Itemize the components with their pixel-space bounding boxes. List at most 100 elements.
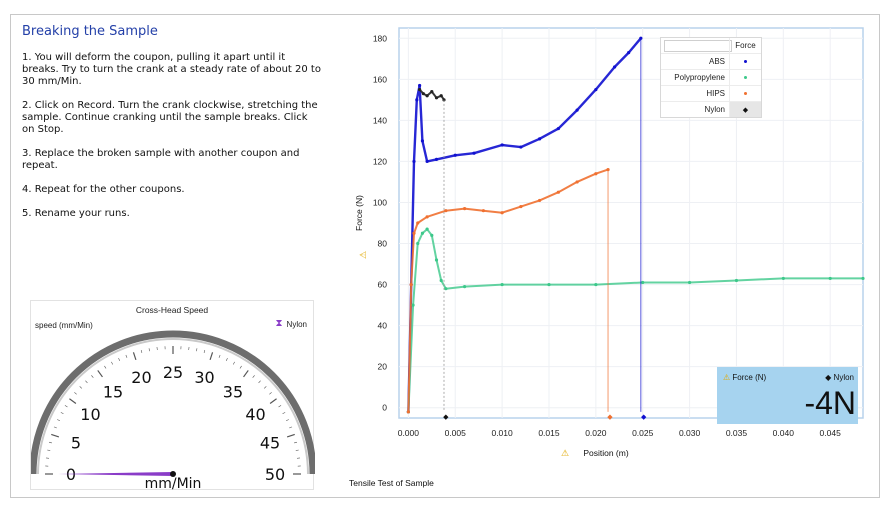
x-tick-label: 0.015 (538, 428, 560, 438)
gauge-tick (85, 380, 88, 384)
force-digits-meter[interactable]: ⚠ Force (N) ◆ Nylon -4N (717, 367, 858, 424)
data-point (687, 280, 692, 285)
data-point (453, 153, 457, 157)
dot-icon (744, 76, 747, 79)
gauge-tick (225, 358, 228, 362)
data-point (538, 137, 542, 141)
legend-item-nylon[interactable]: Nylon ◆ (661, 101, 761, 117)
gauge-series-label: Nylon (286, 319, 307, 329)
gauge-tick (104, 365, 107, 369)
meter-value: -4N (804, 385, 856, 421)
meter-series-text: Nylon (833, 373, 854, 382)
data-point (418, 87, 422, 92)
gauge-tick (289, 426, 293, 429)
legend-header-row: Force (661, 38, 761, 53)
data-point (828, 276, 832, 281)
legend-marker (729, 54, 761, 69)
app-frame (10, 14, 880, 498)
data-point (500, 143, 504, 147)
gauge-tick (69, 398, 77, 404)
gauge-tick (148, 348, 150, 352)
legend-header: Force (729, 38, 761, 53)
gauge-tick (48, 441, 53, 444)
legend-item-label: HIPS (706, 89, 725, 98)
data-point (416, 241, 420, 246)
warning-icon: ⚠ (723, 373, 731, 382)
gauge-tick (286, 433, 295, 438)
warning-icon: ⚠ (359, 251, 369, 259)
gauge-tick (47, 449, 51, 451)
gauge-tick (64, 405, 68, 408)
data-point (434, 96, 439, 100)
data-point (411, 303, 415, 307)
data-point (434, 258, 439, 262)
meter-label-text: Force (N) (732, 373, 767, 382)
legend-item-label: Polypropylene (674, 73, 725, 82)
y-tick-label: 160 (373, 74, 387, 84)
step-5: 5. Rename your runs. (22, 208, 130, 219)
data-point (594, 282, 598, 287)
x-tick-label: 0.000 (398, 428, 420, 438)
x-tick-label: 0.005 (445, 428, 467, 438)
data-point (439, 278, 443, 283)
legend-item-label: ABS (708, 57, 725, 66)
data-point (481, 209, 485, 213)
x-tick-label: 0.020 (585, 428, 607, 438)
data-point (519, 145, 523, 149)
data-point (547, 282, 551, 287)
gauge-tick-label: 15 (103, 382, 123, 401)
data-point (556, 190, 560, 194)
speed-gauge-panel[interactable]: 0 5 10 15 20 25 30 35 40 45 50 mm/Min Cross-Head Sp… (30, 300, 315, 491)
legend-item-hips[interactable]: HIPS (661, 85, 761, 101)
gauge-hub (170, 471, 176, 477)
step-1: 1. You will deform the coupon, pulling i… (22, 52, 321, 87)
data-point (444, 209, 448, 213)
data-point (425, 94, 429, 98)
diamond-icon: ◆ (742, 106, 749, 114)
gauge-tick (125, 354, 128, 358)
chart-legend[interactable]: Force ABS Polypropylene HIPS Nylon ◆ (660, 37, 762, 118)
data-point (406, 410, 410, 414)
gauge-legend: ⧗ Nylon (276, 319, 307, 329)
gauge-tick (282, 412, 286, 415)
data-point (734, 278, 739, 283)
legend-item-label: Nylon (704, 105, 725, 114)
data-point (594, 87, 598, 92)
x-tick-label: 0.045 (820, 428, 842, 438)
gauge-tick (132, 352, 137, 361)
x-tick-label: 0.040 (773, 428, 795, 438)
meter-label: ⚠ Force (N) (723, 373, 766, 382)
dot-icon (744, 60, 747, 63)
legend-item-abs[interactable]: ABS (661, 53, 761, 69)
y-tick-label: 80 (378, 239, 388, 249)
instructions-steps: 1. You will deform the coupon, pulling i… (22, 52, 322, 232)
data-point (415, 98, 419, 102)
gauge-unit: mm/Min (145, 476, 202, 491)
gauge-tick (269, 392, 272, 395)
data-point (575, 180, 579, 184)
gauge-unit-label: speed (mm/Min) (35, 321, 93, 330)
gauge-tick-label: 35 (223, 382, 243, 401)
gauge-rim-inner (37, 338, 309, 475)
data-point (500, 282, 504, 287)
gauge-tick (118, 358, 121, 362)
gauge-tick (51, 433, 60, 438)
data-point (519, 204, 523, 209)
x-tick-label: 0.030 (679, 428, 701, 438)
gauge-tick (74, 392, 77, 395)
gauge-needle (58, 472, 173, 476)
gauge-tick (111, 361, 114, 365)
legend-item-polypropylene[interactable]: Polypropylene (661, 69, 761, 85)
gauge-tick (209, 352, 214, 361)
legend-marker: ◆ (729, 102, 761, 117)
force-position-chart[interactable]: 0.000 0.005 0.010 0.015 0.020 0.025 0.030 0.035… (344, 22, 868, 474)
gauge-tick (278, 405, 282, 408)
step-4: 4. Repeat for the other coupons. (22, 184, 185, 195)
gauge-tick (53, 426, 57, 429)
data-point (439, 94, 443, 98)
data-point (430, 233, 434, 237)
gauge-tick-label: 5 (71, 433, 81, 452)
gauge-tick-label: 0 (66, 465, 76, 484)
gauge-tick (97, 370, 103, 378)
